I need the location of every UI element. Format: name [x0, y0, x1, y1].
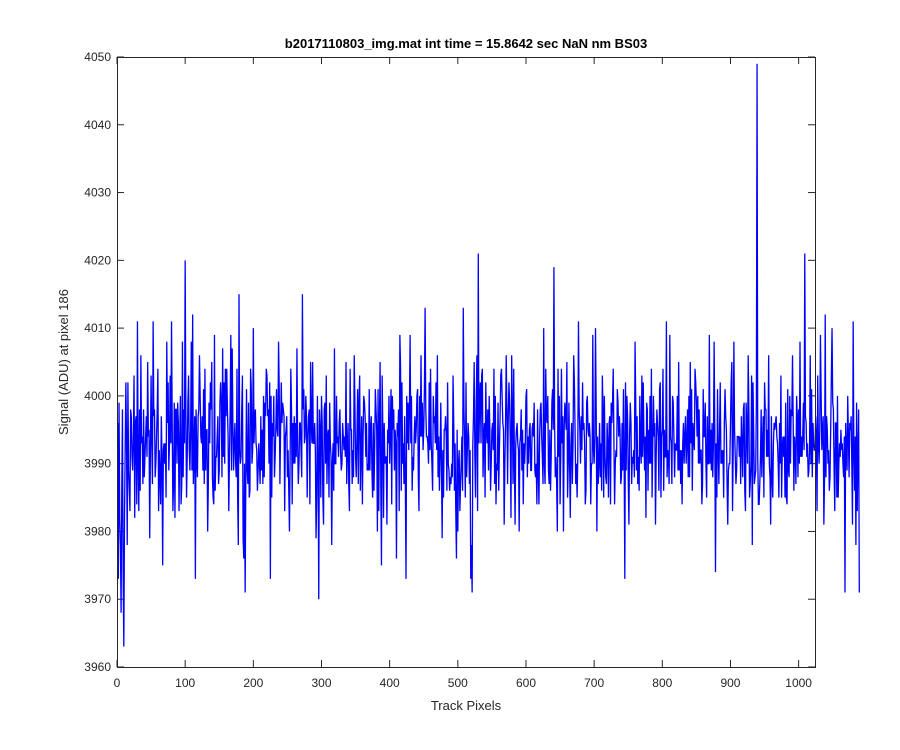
y-axis-label: Signal (ADU) at pixel 186 — [56, 289, 71, 435]
y-tick-label: 3980 — [84, 524, 111, 538]
y-tick-label: 4040 — [84, 118, 111, 132]
y-tick-label: 3970 — [84, 592, 111, 606]
x-tick-label: 700 — [584, 676, 604, 690]
x-tick-label: 600 — [516, 676, 536, 690]
y-tick-label: 4030 — [84, 186, 111, 200]
x-tick-label: 1000 — [785, 676, 812, 690]
plot-area — [117, 57, 815, 667]
x-tick-label: 300 — [311, 676, 331, 690]
axis-ticks — [116, 56, 815, 668]
x-tick-label: 800 — [652, 676, 672, 690]
y-tick-label: 3990 — [84, 457, 111, 471]
series-layer — [117, 63, 860, 647]
axes-box — [117, 57, 816, 668]
y-tick-label: 4050 — [84, 50, 111, 64]
x-tick-label: 200 — [243, 676, 263, 690]
y-tick-label: 4020 — [84, 253, 111, 267]
x-tick-label: 100 — [175, 676, 195, 690]
x-tick-label: 900 — [720, 676, 740, 690]
x-axis-label: Track Pixels — [431, 698, 502, 713]
y-tick-label: 3960 — [84, 660, 111, 674]
chart-title: b2017110803_img.mat int time = 15.8642 s… — [285, 36, 647, 51]
x-tick-label: 400 — [380, 676, 400, 690]
axis-tick-labels: 0 100 200 300 400 500 600 700 800 900 1000 3960 3970… — [84, 50, 812, 690]
y-tick-label: 4000 — [84, 389, 111, 403]
series-line-0 — [117, 63, 860, 647]
x-tick-label: 500 — [448, 676, 468, 690]
y-tick-label: 4010 — [84, 321, 111, 335]
x-tick-label: 0 — [114, 676, 121, 690]
